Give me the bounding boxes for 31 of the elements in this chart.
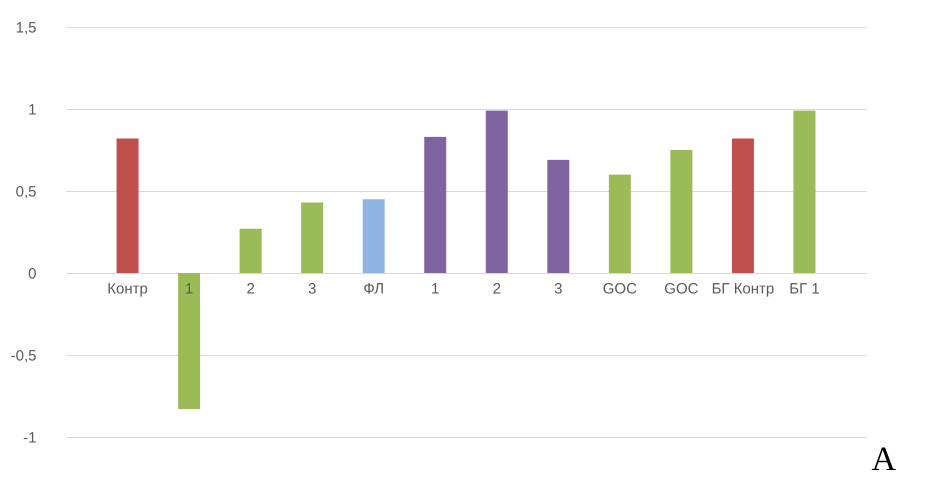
bar — [732, 138, 754, 273]
bar — [116, 138, 139, 273]
x-tick-label: ФЛ — [363, 280, 384, 298]
x-tick-label: Контр — [107, 280, 148, 298]
x-tick-label: 1 — [431, 280, 440, 298]
bar — [608, 174, 631, 273]
x-tick-label: БГ Контр — [712, 280, 774, 298]
y-tick-label: 1 — [28, 102, 36, 118]
y-tick-label: -0,5 — [10, 348, 36, 364]
bar — [670, 150, 692, 273]
bar — [793, 110, 816, 273]
y-tick-label: 1,5 — [16, 20, 36, 36]
bar — [240, 228, 262, 273]
x-tick-label: 1 — [184, 280, 194, 298]
x-tick-label: GOC — [664, 280, 699, 298]
x-tick-label: GOC — [602, 280, 638, 298]
x-tick-label: БГ 1 — [789, 280, 820, 298]
bar — [424, 136, 446, 273]
bar — [301, 202, 324, 273]
bar — [178, 273, 200, 410]
x-tick-label: 3 — [308, 280, 316, 298]
y-tick-label: -1 — [23, 430, 36, 446]
bar — [547, 160, 570, 273]
bar — [486, 110, 508, 273]
y-tick-label: 0 — [28, 266, 36, 282]
x-tick-label: 2 — [492, 280, 501, 298]
text: A — [871, 441, 896, 478]
bar — [362, 199, 385, 273]
x-tick-label: 3 — [554, 280, 562, 298]
y-tick-label: 0,5 — [16, 184, 36, 200]
x-tick-label: 2 — [246, 280, 255, 298]
